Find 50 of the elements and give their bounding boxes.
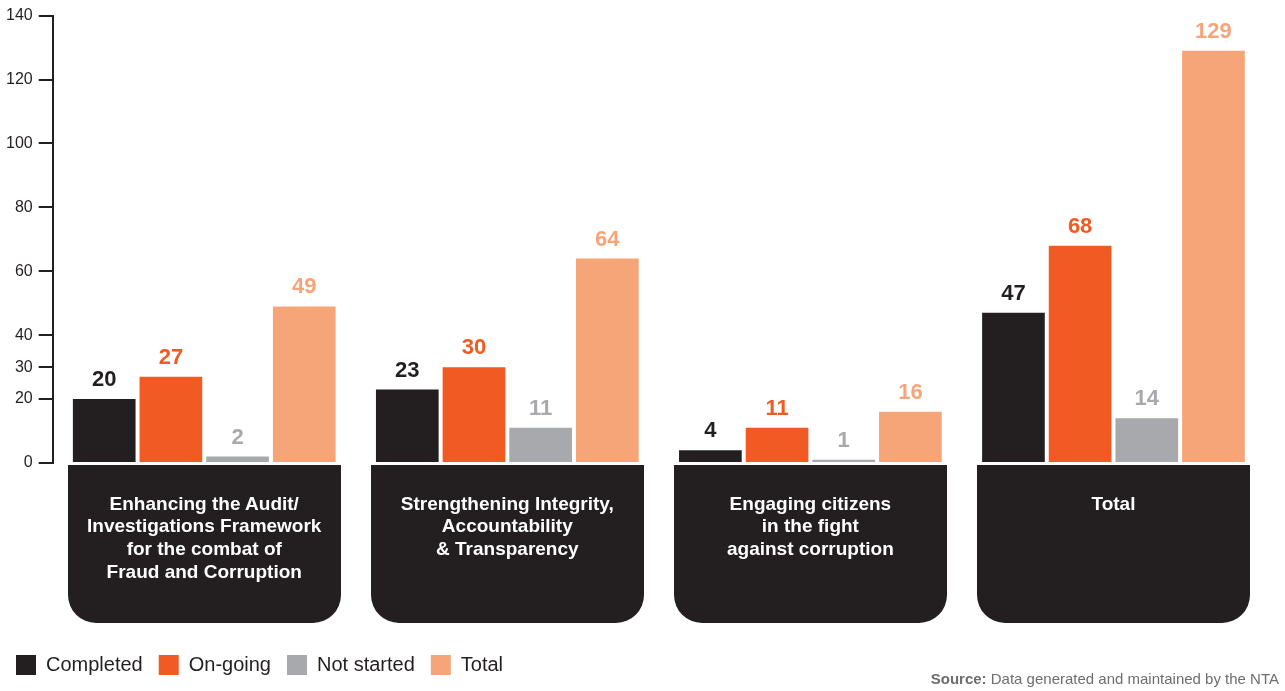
y-tick-label: 0 <box>23 453 33 471</box>
legend-label: Total <box>460 652 504 675</box>
bar <box>1182 50 1245 462</box>
data-label: 129 <box>1195 17 1232 43</box>
legend-label: Completed <box>46 652 143 675</box>
data-label: 2 <box>231 423 244 449</box>
legend-label: On-going <box>188 652 271 675</box>
y-tick-label: 30 <box>14 357 33 375</box>
data-label: 47 <box>1001 279 1026 305</box>
bar <box>72 399 136 462</box>
y-tick-label: 60 <box>14 261 33 279</box>
bar <box>679 450 742 462</box>
data-label: 4 <box>704 417 718 443</box>
x-tick-label: Enhancing the Audit/ Investigations Framework for the combat of Fraud and Corruption <box>87 492 322 583</box>
data-label: 68 <box>1067 212 1093 238</box>
data-label: 11 <box>765 394 789 420</box>
bar <box>982 312 1045 462</box>
x-tick-label: Engaging citizens in the fight against corruption <box>726 492 894 560</box>
data-label: 49 <box>292 273 317 299</box>
bar <box>575 258 639 462</box>
bar <box>1048 245 1112 462</box>
data-label: 11 <box>529 394 553 420</box>
y-tick-label: 40 <box>14 325 33 343</box>
bar <box>442 367 506 462</box>
y-tick-label: 20 <box>14 389 33 407</box>
y-tick-label: 100 <box>5 133 33 151</box>
bar <box>206 456 269 462</box>
bar <box>879 411 942 462</box>
bar <box>139 376 203 462</box>
bar <box>509 427 572 462</box>
y-tick-label: 140 <box>5 6 33 24</box>
data-label: 64 <box>595 225 621 251</box>
bar <box>745 427 809 462</box>
data-label: 23 <box>395 356 420 382</box>
bar <box>812 459 876 462</box>
bar <box>375 389 439 462</box>
data-label: 16 <box>898 378 923 404</box>
legend-label: Not started <box>316 652 415 675</box>
data-label: 1 <box>837 426 850 452</box>
x-tick-label: Total <box>1091 492 1136 514</box>
y-tick-label: 120 <box>5 69 33 87</box>
y-tick-label: 80 <box>14 197 33 215</box>
bar <box>1115 418 1179 462</box>
bar <box>272 306 336 462</box>
data-label: 20 <box>91 366 117 392</box>
data-label: 14 <box>1134 385 1160 411</box>
data-label: 27 <box>158 343 184 369</box>
source-note: Source: Data generated and maintained by the NTA <box>930 670 1279 687</box>
x-tick-label: Strengthening Integrity, Accountability & Transparency <box>400 492 614 560</box>
data-label: 30 <box>461 334 487 360</box>
